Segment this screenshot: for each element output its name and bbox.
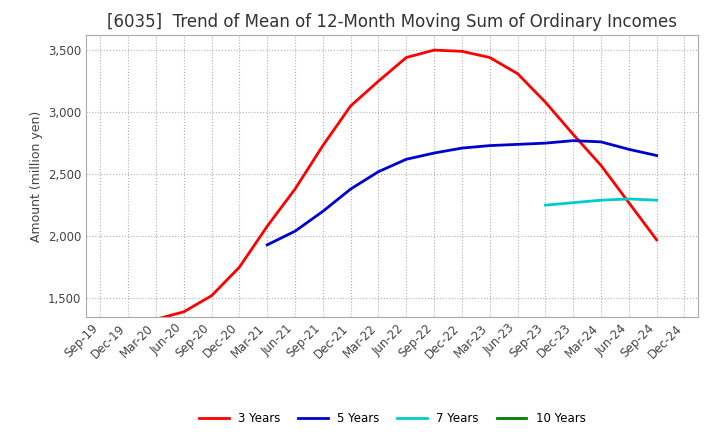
Line: 5 Years: 5 Years [267,141,657,245]
Line: 7 Years: 7 Years [546,199,657,205]
3 Years [179,309,188,315]
3 Years [96,320,104,326]
5 Years [430,150,438,156]
3 Years [152,317,161,322]
Line: 3 Years: 3 Years [100,50,657,323]
7 Years [652,198,661,203]
3 Years [458,49,467,54]
5 Years [597,139,606,144]
5 Years [541,140,550,146]
3 Years [402,55,410,60]
Title: [6035]  Trend of Mean of 12-Month Moving Sum of Ordinary Incomes: [6035] Trend of Mean of 12-Month Moving … [107,13,678,31]
5 Years [458,146,467,151]
3 Years [513,71,522,76]
5 Years [513,142,522,147]
7 Years [541,202,550,208]
5 Years [318,209,327,214]
3 Years [207,293,216,298]
3 Years [569,132,577,137]
5 Years [402,157,410,162]
5 Years [263,242,271,247]
Legend: 3 Years, 5 Years, 7 Years, 10 Years: 3 Years, 5 Years, 7 Years, 10 Years [194,407,590,429]
3 Years [597,163,606,168]
3 Years [124,319,132,324]
7 Years [624,196,633,202]
3 Years [291,187,300,192]
3 Years [318,143,327,148]
7 Years [569,200,577,205]
3 Years [346,103,355,109]
3 Years [430,48,438,53]
3 Years [263,224,271,229]
5 Years [485,143,494,148]
5 Years [624,147,633,152]
Y-axis label: Amount (million yen): Amount (million yen) [30,110,42,242]
5 Years [374,169,383,174]
3 Years [652,237,661,242]
5 Years [346,187,355,192]
5 Years [652,153,661,158]
3 Years [624,200,633,205]
3 Years [541,99,550,105]
3 Years [374,78,383,84]
7 Years [597,198,606,203]
5 Years [291,228,300,234]
5 Years [569,138,577,143]
3 Years [235,264,243,270]
3 Years [485,55,494,60]
